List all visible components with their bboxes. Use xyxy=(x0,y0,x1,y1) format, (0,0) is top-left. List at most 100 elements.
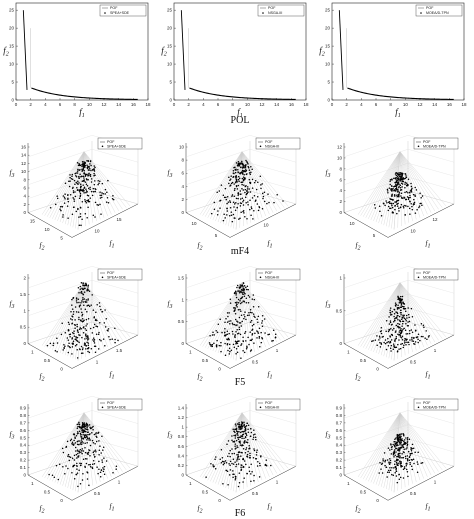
solution-point xyxy=(230,211,233,213)
surface-mesh xyxy=(380,151,401,225)
solution-point xyxy=(260,455,262,457)
solution-point xyxy=(254,457,257,460)
solution-point xyxy=(237,485,240,488)
surface-mesh xyxy=(207,412,243,481)
surface-mesh xyxy=(49,282,85,349)
solution-point xyxy=(257,305,260,308)
surface-mesh xyxy=(83,412,108,479)
solution-point xyxy=(393,452,396,454)
solution-point xyxy=(244,311,246,313)
x-axis xyxy=(229,334,297,369)
surface-mesh xyxy=(399,412,443,471)
solution-point xyxy=(80,439,83,441)
solution-point xyxy=(75,297,78,299)
solution-point xyxy=(86,347,89,350)
solution-point xyxy=(274,333,277,335)
solution-point xyxy=(401,305,404,308)
solution-point xyxy=(76,349,78,351)
solution-point xyxy=(253,315,255,318)
solution-point xyxy=(74,437,76,440)
surface-mesh xyxy=(83,151,116,213)
solution-point xyxy=(87,318,90,320)
grid-line xyxy=(407,410,455,424)
solution-point xyxy=(224,342,226,345)
solution-point xyxy=(417,341,419,344)
solution-point xyxy=(411,443,414,446)
solution-point xyxy=(92,190,95,193)
solution-point xyxy=(54,350,57,352)
solution-point xyxy=(84,212,87,215)
solution-point xyxy=(251,311,253,314)
solution-point xyxy=(236,286,238,289)
f2-tick-label: 0 xyxy=(376,366,379,371)
surface-mesh xyxy=(83,151,101,220)
solution-point xyxy=(394,338,396,340)
solution-point xyxy=(220,341,222,344)
solution-point xyxy=(238,165,241,167)
solution-point xyxy=(236,188,239,190)
solution-point xyxy=(235,331,237,333)
solution-point xyxy=(89,174,91,176)
z-tick-label: 10 xyxy=(21,169,27,174)
solution-point xyxy=(381,462,384,464)
solution-point xyxy=(379,461,381,464)
f2-tick-label: 0 xyxy=(60,498,63,503)
surface-mesh xyxy=(59,412,85,485)
solution-point xyxy=(231,322,234,325)
solution-point xyxy=(112,195,114,197)
solution-point xyxy=(396,200,398,202)
solution-point xyxy=(424,337,426,339)
solution-point xyxy=(394,302,397,304)
solution-point xyxy=(395,187,398,189)
solution-point xyxy=(406,183,409,186)
solution-point xyxy=(231,330,234,333)
solution-point xyxy=(64,473,66,475)
solution-point xyxy=(81,165,83,168)
grid-line xyxy=(249,410,297,424)
solution-point xyxy=(85,348,87,350)
x-axis-label: f1 xyxy=(268,502,273,512)
solution-point xyxy=(241,291,244,294)
f2-tick-label: 5 xyxy=(60,235,63,240)
y-tick-label: 20 xyxy=(167,26,173,31)
solution-point xyxy=(228,176,230,179)
surface-mesh xyxy=(375,151,401,223)
back-floor-right xyxy=(407,190,455,205)
solution-point xyxy=(242,336,244,338)
f2-tick-label: 15 xyxy=(30,219,36,224)
solution-point xyxy=(76,162,79,164)
solution-point xyxy=(240,202,243,205)
back-floor-left xyxy=(27,190,93,213)
solution-point xyxy=(245,448,247,451)
solution-point xyxy=(232,476,234,479)
solution-point xyxy=(92,460,95,462)
solution-point xyxy=(83,344,86,346)
solution-point xyxy=(387,192,389,194)
solution-point xyxy=(87,175,89,177)
surface-mesh xyxy=(241,151,278,212)
solution-point xyxy=(400,176,402,178)
solution-point xyxy=(240,325,243,327)
solution-point xyxy=(414,212,417,214)
surface-mesh xyxy=(375,282,401,354)
solution-point xyxy=(392,321,395,323)
grid-line xyxy=(407,280,455,294)
solution-point xyxy=(104,188,107,191)
solution-point xyxy=(258,335,261,338)
y-axis xyxy=(27,474,73,501)
solution-point xyxy=(91,439,94,442)
solution-point xyxy=(236,423,239,425)
solution-point xyxy=(96,319,98,322)
solution-point xyxy=(73,464,76,467)
solution-point xyxy=(235,429,238,431)
solution-point xyxy=(404,172,406,175)
solution-point xyxy=(77,311,80,313)
solution-point xyxy=(75,175,78,178)
solution-point xyxy=(63,202,66,204)
solution-point xyxy=(85,334,87,336)
solution-point xyxy=(77,298,80,300)
solution-point xyxy=(237,454,239,456)
